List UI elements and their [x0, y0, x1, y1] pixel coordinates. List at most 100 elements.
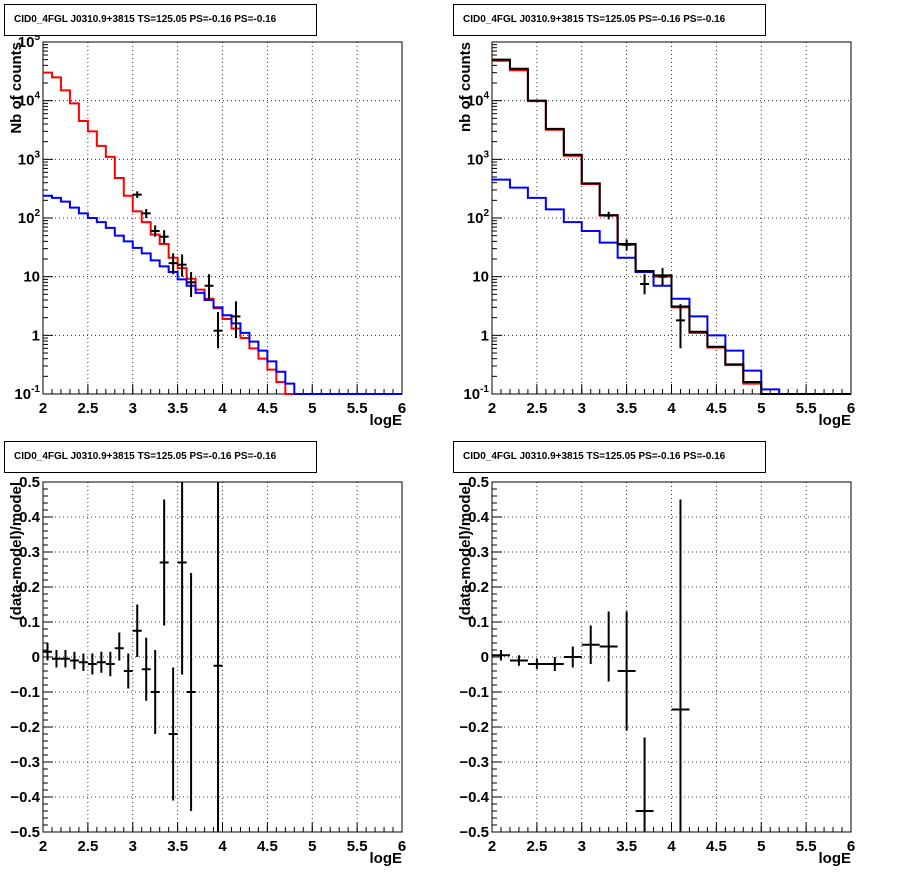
data-point	[604, 211, 614, 220]
y-tick-label: 102	[18, 208, 41, 227]
x-tick-label: 5	[757, 400, 765, 417]
x-tick-label: 5.5	[347, 400, 368, 417]
data-point	[658, 268, 668, 286]
x-tick-label: 3.5	[167, 838, 188, 855]
x-tick-label: 2.5	[526, 838, 547, 855]
x-axis-label: logE	[819, 412, 852, 429]
x-tick-label: 5.5	[796, 838, 817, 855]
y-tick-label: 1	[32, 327, 40, 344]
data-point	[671, 499, 690, 832]
x-tick-label: 4.5	[257, 838, 278, 855]
x-tick-label: 3.5	[616, 838, 637, 855]
x-tick-label: 5	[308, 838, 316, 855]
data-point	[635, 737, 654, 832]
data-point	[186, 272, 196, 298]
y-tick-label: 0.5	[468, 474, 489, 491]
x-tick-label: 4.5	[706, 400, 727, 417]
data-point	[213, 311, 223, 349]
x-tick-label: 6	[398, 400, 406, 417]
y-tick-label: 102	[467, 208, 490, 227]
x-tick-label: 5	[308, 400, 316, 417]
y-tick-label: 1	[481, 327, 489, 344]
data-point	[150, 225, 160, 237]
chart-panel-4: 2 2.5 3 3.5 4 4.5 5 5.5 6 −0.5 −0.4 −0.3 −0.2 −0.1 0 0.…	[457, 474, 855, 867]
data-point	[87, 653, 97, 675]
data-point	[640, 274, 650, 295]
y-axis-label: Nb of counts	[8, 42, 25, 134]
x-tick-label: 5.5	[347, 838, 368, 855]
y-tick-label: 103	[467, 149, 490, 168]
y-tick-label: −0.4	[459, 789, 489, 806]
y-tick-label: 10-1	[463, 384, 489, 403]
plot-frame	[42, 481, 403, 833]
x-tick-label: 2.5	[526, 400, 547, 417]
x-tick-label: 6	[847, 838, 855, 855]
data-point	[545, 657, 564, 671]
histogram-series-2	[43, 194, 402, 395]
y-axis-label: nb of counts	[457, 42, 474, 132]
x-tick-label: 6	[398, 838, 406, 855]
data-point	[177, 482, 187, 675]
y-tick-label: 104	[18, 91, 41, 110]
y-tick-label: −0.5	[10, 824, 40, 841]
data-point	[563, 646, 582, 668]
y-axis-label: (data-model)/model	[457, 482, 474, 620]
data-point	[186, 573, 196, 811]
data-point	[78, 653, 88, 671]
y-tick-label: 0.1	[19, 614, 40, 631]
data-point	[617, 611, 636, 731]
x-axis-label: logE	[370, 412, 403, 429]
x-tick-label: 4	[667, 838, 676, 855]
x-tick-label: 3.5	[616, 400, 637, 417]
x-tick-label: 3	[129, 838, 137, 855]
y-tick-label: −0.5	[459, 824, 489, 841]
data-point	[69, 651, 79, 670]
x-tick-label: 2	[488, 400, 496, 417]
data-point	[51, 650, 61, 668]
y-tick-label: −0.3	[459, 754, 489, 771]
chart-panel-3: 2 2.5 3 3.5 4 4.5 5 5.5 6 −0.5 −0.4 −0.3 −0.2 −0.1 0 0.…	[8, 474, 406, 867]
x-tick-label: 3	[129, 400, 137, 417]
y-tick-label: 10	[23, 269, 40, 286]
y-tick-label: −0.1	[10, 684, 40, 701]
x-tick-label: 2	[488, 838, 496, 855]
data-point	[675, 304, 685, 349]
y-tick-label: −0.4	[10, 789, 40, 806]
y-tick-label: 0.2	[19, 579, 40, 596]
y-tick-label: 0.4	[468, 509, 490, 526]
y-tick-label: 10-1	[14, 384, 40, 403]
x-axis-label: logE	[819, 850, 852, 867]
y-tick-label: −0.2	[10, 719, 40, 736]
data-point	[96, 651, 106, 673]
data-point	[159, 499, 169, 626]
x-tick-label: 2.5	[77, 400, 98, 417]
data-point	[132, 604, 142, 657]
y-tick-label: 0.2	[468, 579, 489, 596]
x-tick-label: 2	[39, 838, 47, 855]
y-tick-label: 0	[32, 649, 40, 666]
data-point	[492, 650, 510, 661]
x-tick-label: 4	[218, 838, 227, 855]
y-tick-label: 0.1	[468, 614, 489, 631]
y-tick-label: 0.5	[19, 474, 40, 491]
x-tick-label: 5.5	[796, 400, 817, 417]
x-tick-label: 2	[39, 400, 47, 417]
y-tick-label: 0	[481, 649, 489, 666]
x-axis-label: logE	[370, 850, 403, 867]
data-point	[581, 625, 600, 664]
data-point	[213, 482, 223, 832]
data-point	[168, 253, 178, 275]
y-axis-label: (data-model)/model	[8, 482, 25, 620]
y-tick-label: 0.4	[19, 509, 41, 526]
y-tick-label: −0.1	[459, 684, 489, 701]
data-point	[231, 301, 241, 339]
y-tick-label: 104	[467, 91, 490, 110]
x-tick-label: 3	[578, 400, 586, 417]
y-tick-label: 0.3	[19, 544, 40, 561]
y-tick-label: 105	[18, 32, 41, 51]
x-tick-label: 4.5	[706, 838, 727, 855]
data-point	[132, 191, 142, 198]
chart-panel-1: 2 2.5 3 3.5 4 4.5 5 5.5 6 10-1 1 10 102 103 104 105 logE…	[8, 32, 406, 429]
x-tick-label: 4	[218, 400, 227, 417]
